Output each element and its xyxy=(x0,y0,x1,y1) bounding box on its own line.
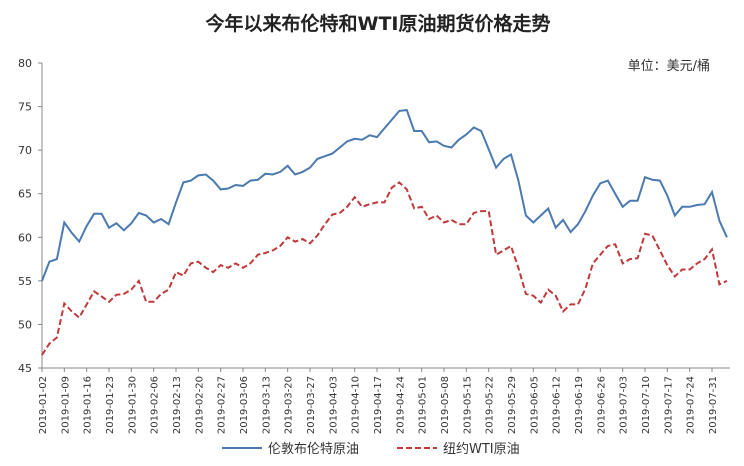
x-tick-label: 2019-04-10 xyxy=(351,376,362,434)
legend-label: 伦敦布伦特原油 xyxy=(268,441,359,457)
y-tick-label: 65 xyxy=(18,188,32,201)
y-tick-label: 70 xyxy=(18,144,32,157)
x-tick-label: 2019-03-13 xyxy=(261,376,272,434)
x-tick-label: 2019-07-31 xyxy=(708,376,719,434)
x-tick-label: 2019-06-05 xyxy=(529,376,540,434)
y-tick-label: 45 xyxy=(18,362,32,375)
legend-label: 纽约WTI原油 xyxy=(443,442,520,457)
x-tick-label: 2019-01-23 xyxy=(105,376,116,434)
x-tick-label: 2019-01-30 xyxy=(127,376,138,434)
y-tick-label: 50 xyxy=(18,318,32,331)
x-tick-label: 2019-06-12 xyxy=(552,376,563,434)
x-tick-label: 2019-01-16 xyxy=(83,376,94,434)
x-tick-label: 2019-05-22 xyxy=(485,376,496,434)
x-tick-label: 2019-05-01 xyxy=(418,376,429,434)
x-tick-label: 2019-03-06 xyxy=(239,376,250,434)
chart-title: 今年以来布伦特和WTI原油期货价格走势 xyxy=(205,12,551,35)
y-tick-label: 55 xyxy=(18,275,32,288)
x-tick-label: 2019-03-27 xyxy=(306,376,317,434)
x-tick-label: 2019-04-24 xyxy=(395,376,406,434)
x-tick-label: 2019-03-20 xyxy=(284,376,295,434)
series-line xyxy=(41,109,728,282)
unit-label: 单位：美元/桶 xyxy=(628,59,710,74)
y-tick-label: 60 xyxy=(18,231,32,244)
x-tick-label: 2019-02-20 xyxy=(194,376,205,434)
x-tick-label: 2019-05-29 xyxy=(507,376,518,434)
x-tick-label: 2019-01-09 xyxy=(60,376,71,434)
x-tick-label: 2019-07-17 xyxy=(663,376,674,434)
x-tick-label: 2019-04-17 xyxy=(373,376,384,434)
y-tick-label: 80 xyxy=(18,57,32,70)
series-line xyxy=(41,181,728,356)
y-tick-label: 75 xyxy=(18,101,32,114)
x-tick-label: 2019-07-03 xyxy=(619,376,630,434)
x-tick-label: 2019-05-08 xyxy=(440,376,451,434)
x-tick-label: 2019-05-15 xyxy=(462,376,473,434)
x-tick-label: 2019-02-06 xyxy=(150,376,161,434)
x-tick-label: 2019-06-19 xyxy=(574,376,585,434)
x-tick-label: 2019-07-10 xyxy=(641,376,652,434)
x-tick-label: 2019-07-24 xyxy=(686,376,697,434)
x-tick-label: 2019-02-27 xyxy=(217,376,228,434)
x-tick-label: 2019-04-03 xyxy=(328,376,339,434)
x-tick-label: 2019-01-02 xyxy=(38,376,49,434)
x-tick-label: 2019-06-26 xyxy=(596,376,607,434)
x-tick-label: 2019-02-13 xyxy=(172,376,183,434)
